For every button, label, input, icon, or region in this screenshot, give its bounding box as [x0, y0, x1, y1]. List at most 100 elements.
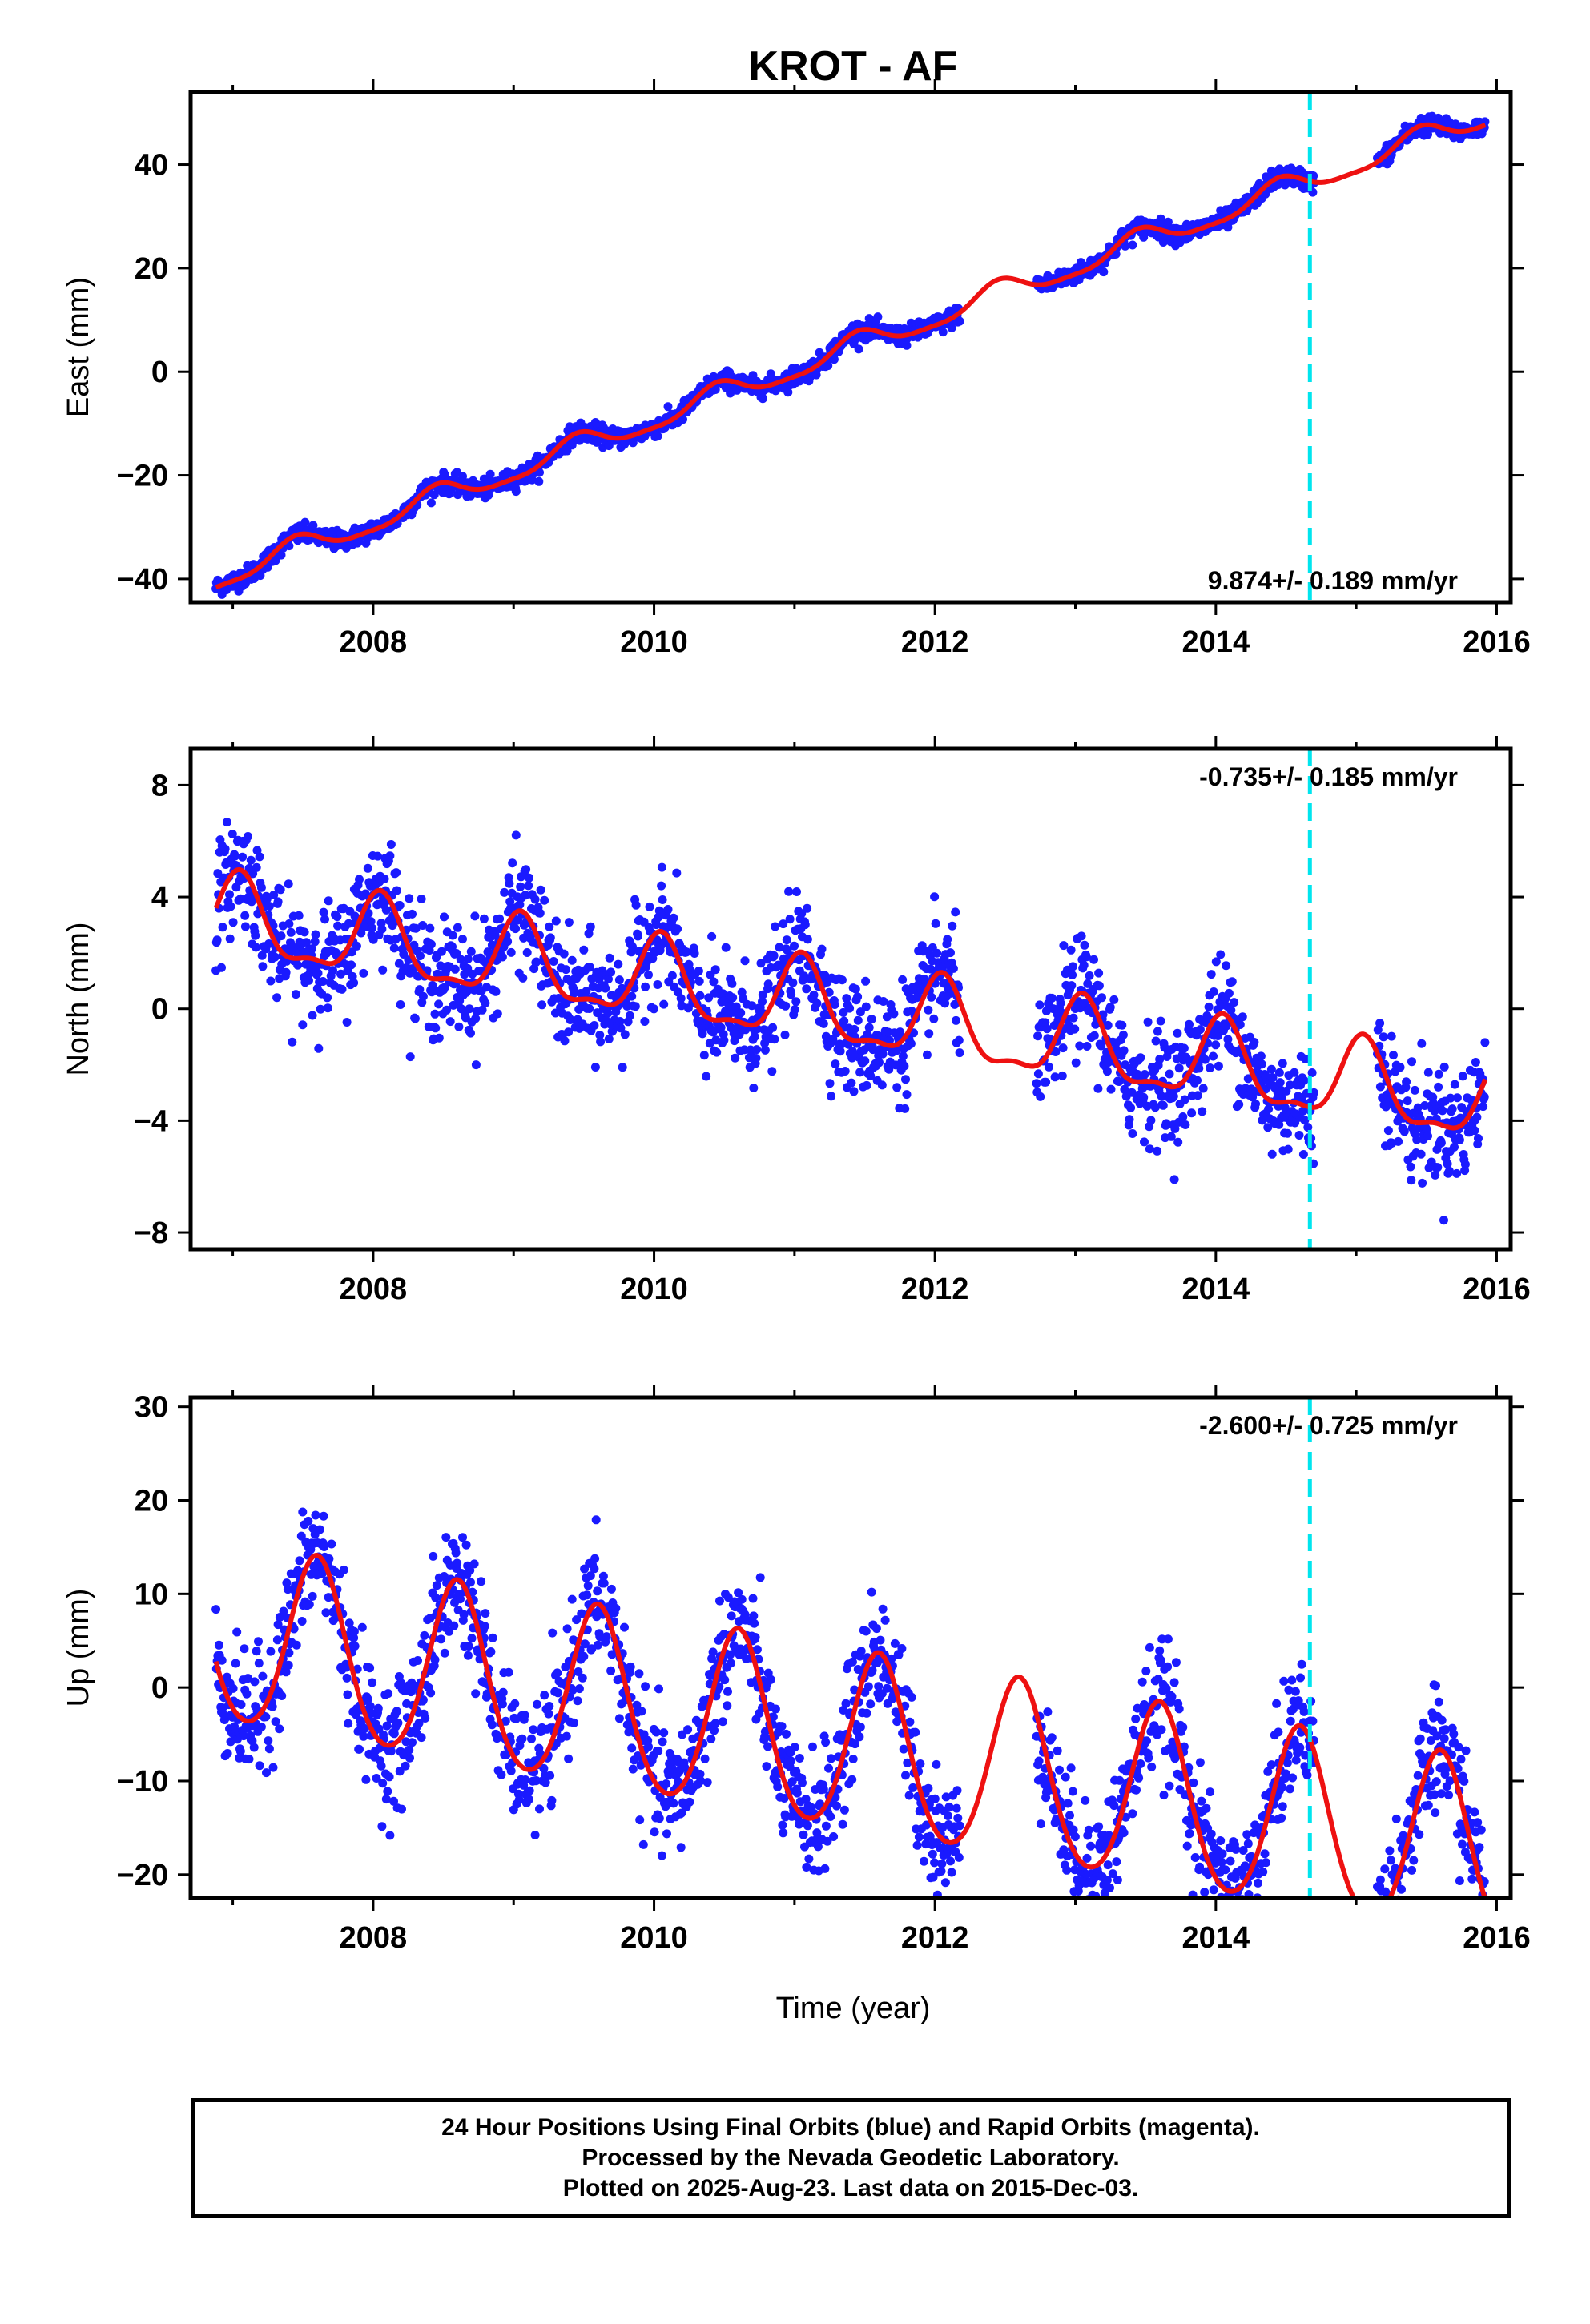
data-point	[567, 955, 577, 965]
data-point	[902, 1090, 912, 1100]
data-point	[778, 1820, 787, 1830]
data-point	[521, 891, 530, 900]
data-point	[625, 1011, 634, 1020]
data-point	[321, 1608, 331, 1618]
data-point	[1263, 1123, 1273, 1132]
data-point	[595, 1632, 605, 1642]
data-point	[855, 1007, 865, 1017]
data-point	[522, 948, 532, 957]
data-point	[1472, 1112, 1482, 1122]
data-point	[820, 971, 830, 980]
data-point	[922, 1050, 932, 1059]
data-point	[598, 1571, 608, 1581]
data-point	[320, 1542, 329, 1551]
data-point	[887, 1654, 896, 1663]
data-point	[396, 1000, 405, 1009]
data-point	[627, 991, 637, 1001]
data-point	[1443, 1159, 1452, 1168]
data-point	[545, 933, 555, 943]
data-point	[712, 1047, 722, 1057]
data-point	[349, 1626, 359, 1636]
data-point	[616, 1023, 626, 1033]
data-point	[298, 1507, 308, 1517]
data-point	[308, 1591, 317, 1601]
data-point	[420, 1630, 429, 1640]
data-point	[676, 994, 686, 1003]
data-point	[1169, 1092, 1178, 1101]
data-point	[1097, 1041, 1106, 1051]
data-point	[614, 959, 623, 969]
data-point	[1407, 1057, 1416, 1067]
data-point	[566, 1015, 575, 1024]
data-point	[690, 949, 699, 958]
data-point	[511, 830, 521, 840]
data-point	[855, 1732, 864, 1742]
data-point	[658, 1737, 667, 1747]
data-point	[333, 921, 343, 931]
data-point	[801, 1795, 811, 1803]
data-point	[901, 1075, 910, 1084]
data-point	[653, 432, 662, 441]
data-point	[508, 858, 517, 868]
data-point	[392, 868, 401, 878]
data-point	[252, 943, 260, 952]
x-tick-label: 2014	[1182, 1273, 1250, 1306]
data-point	[445, 1626, 454, 1636]
data-point	[217, 963, 226, 972]
data-point	[727, 979, 737, 988]
data-point	[469, 1559, 479, 1569]
data-point	[952, 1786, 962, 1795]
data-point	[790, 941, 799, 951]
data-point	[461, 1013, 470, 1023]
data-point	[228, 1683, 238, 1693]
data-point	[1075, 1041, 1085, 1051]
data-point	[1204, 1002, 1214, 1011]
data-point	[430, 1655, 440, 1664]
data-point	[654, 913, 663, 922]
data-point	[300, 517, 310, 527]
data-point	[1460, 1160, 1470, 1169]
data-point	[408, 1738, 417, 1747]
data-point	[638, 1839, 648, 1849]
data-point	[1117, 1020, 1127, 1030]
data-point	[549, 957, 558, 966]
data-point	[240, 1644, 249, 1654]
data-point	[710, 965, 720, 975]
data-point	[866, 1071, 876, 1080]
data-point	[434, 999, 444, 1009]
data-point	[847, 1047, 857, 1056]
data-point	[1214, 1061, 1223, 1071]
data-point	[378, 965, 388, 975]
data-point	[953, 1813, 963, 1823]
data-point	[880, 1615, 890, 1625]
data-point	[824, 987, 834, 997]
data-point	[755, 1573, 765, 1582]
data-point	[453, 1558, 462, 1568]
data-point	[1470, 1126, 1479, 1136]
data-point	[524, 881, 533, 891]
data-point	[434, 1033, 444, 1043]
data-point	[853, 992, 863, 1002]
data-point	[298, 1020, 308, 1030]
data-point	[281, 967, 291, 977]
data-point	[579, 1651, 589, 1661]
data-point	[461, 1540, 471, 1550]
data-point	[414, 1719, 424, 1728]
data-point	[395, 901, 405, 910]
data-point	[481, 1609, 490, 1618]
data-point	[495, 914, 505, 923]
data-point	[352, 941, 361, 951]
data-point	[529, 1725, 538, 1735]
data-point	[657, 1851, 666, 1860]
y-tick-label: −20	[117, 460, 168, 493]
data-point	[1450, 1080, 1459, 1089]
data-point	[244, 832, 252, 841]
data-point	[1423, 1132, 1432, 1140]
data-point	[817, 944, 827, 954]
data-point	[790, 1743, 799, 1752]
data-point	[510, 1699, 520, 1708]
data-point	[222, 818, 231, 827]
data-point	[718, 1717, 727, 1727]
data-point	[645, 902, 654, 911]
